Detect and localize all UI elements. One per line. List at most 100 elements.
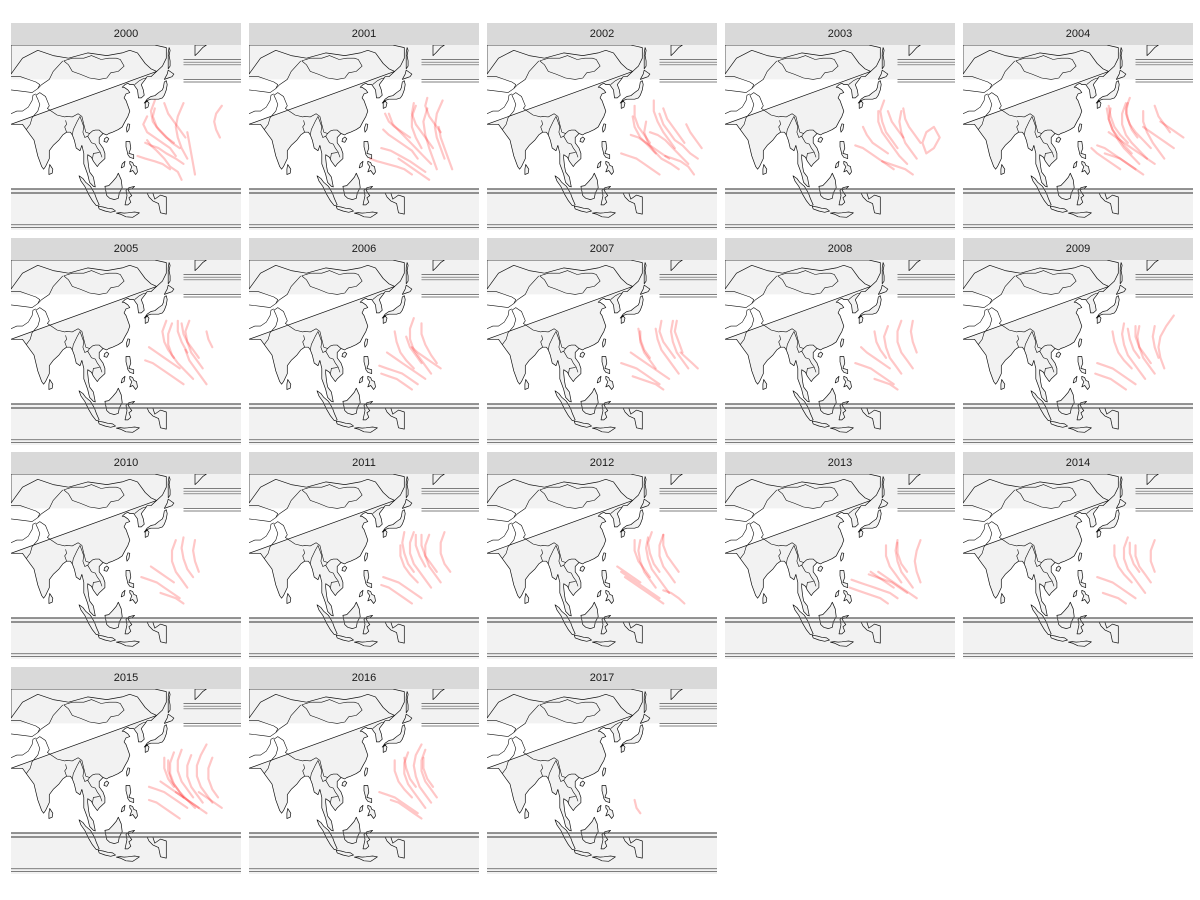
facet-panel-2001: 2001 xyxy=(249,23,479,230)
land-outline xyxy=(97,849,116,857)
typhoon-track-2008-6 xyxy=(873,377,899,391)
land-outline xyxy=(126,338,131,348)
country-border xyxy=(725,76,755,93)
typhoon-track-2000-8 xyxy=(149,99,175,144)
country-border xyxy=(35,92,104,134)
land-outline xyxy=(143,509,168,533)
land-outline xyxy=(11,260,167,290)
country-border xyxy=(548,760,557,779)
land-outline xyxy=(384,836,405,859)
typhoon-track-2012-6 xyxy=(623,576,665,605)
land-outline xyxy=(834,375,840,384)
land-outline xyxy=(762,593,768,604)
country-border xyxy=(989,275,1016,304)
facet-strip-label: 2017 xyxy=(487,667,717,689)
country-border xyxy=(302,120,305,133)
land-outline xyxy=(592,640,616,647)
land-outline xyxy=(167,476,171,499)
land-outline xyxy=(384,407,405,430)
country-border xyxy=(11,308,37,329)
country-border xyxy=(511,307,580,349)
facet-panel-2013: 2013 xyxy=(725,452,955,659)
country-border xyxy=(264,739,279,774)
country-border xyxy=(487,93,513,114)
land-outline xyxy=(103,565,110,572)
typhoon-track-2015-8 xyxy=(207,756,220,799)
country-border xyxy=(548,545,557,564)
land-outline xyxy=(316,175,338,207)
country-border xyxy=(963,308,989,329)
typhoon-track-2004-6 xyxy=(1103,152,1145,176)
typhoon-track-2000-4 xyxy=(151,107,181,150)
land-outline xyxy=(596,375,602,384)
typhoon-track-2003-3 xyxy=(898,110,918,160)
land-outline xyxy=(335,634,354,642)
country-border xyxy=(610,292,623,300)
typhoon-track-2016-2 xyxy=(403,751,427,809)
country-border xyxy=(801,136,817,158)
country-border xyxy=(35,521,104,563)
typhoon-track-2000-2 xyxy=(144,141,185,165)
land-outline xyxy=(11,500,158,617)
typhoon-track-2009-5 xyxy=(1111,330,1133,370)
typhoon-track-2010-2 xyxy=(170,539,189,589)
country-border xyxy=(1016,549,1019,562)
facet-panel-2009: 2009 xyxy=(963,238,1193,445)
typhoon-track-2013-4 xyxy=(877,570,918,600)
country-border xyxy=(1086,77,1099,85)
country-border xyxy=(1039,136,1055,158)
country-border xyxy=(310,760,319,779)
country-border xyxy=(502,739,517,774)
land-outline xyxy=(881,262,885,285)
country-border xyxy=(539,699,601,724)
map-panel xyxy=(487,474,717,659)
land-outline xyxy=(363,570,373,588)
land-outline xyxy=(144,100,150,109)
land-outline xyxy=(725,474,881,504)
land-outline xyxy=(1096,315,1102,324)
land-outline xyxy=(78,819,100,851)
typhoon-track-2013-7 xyxy=(848,586,889,605)
country-border xyxy=(487,308,513,329)
land-outline xyxy=(639,713,651,724)
country-border xyxy=(26,524,41,559)
land-outline xyxy=(120,589,126,598)
country-border xyxy=(1024,331,1033,350)
land-outline xyxy=(1115,498,1127,509)
land-outline xyxy=(384,621,405,644)
land-outline xyxy=(126,767,131,777)
facet-strip-label: 2004 xyxy=(963,23,1193,45)
land-outline xyxy=(524,593,530,604)
land-outline xyxy=(596,589,602,598)
country-border xyxy=(1016,335,1019,348)
typhoon-track-2007-5 xyxy=(639,330,657,370)
country-border xyxy=(302,764,305,777)
land-outline xyxy=(286,379,292,390)
land-outline xyxy=(354,640,378,647)
land-outline xyxy=(601,785,611,803)
land-outline xyxy=(1030,175,1052,207)
facet-panel-2007: 2007 xyxy=(487,238,717,445)
typhoon-track-2012-7 xyxy=(662,533,680,573)
typhoon-track-2010-1 xyxy=(140,576,181,600)
land-outline xyxy=(1078,338,1083,348)
typhoon-track-2001-1 xyxy=(380,147,427,173)
country-border xyxy=(372,77,385,85)
typhoon-track-2013-3 xyxy=(894,539,914,589)
land-outline xyxy=(341,565,348,572)
land-outline xyxy=(1078,552,1083,562)
land-outline xyxy=(1146,45,1159,56)
country-border xyxy=(72,760,81,779)
country-border xyxy=(1024,545,1033,564)
country-border xyxy=(87,780,103,802)
land-outline xyxy=(619,724,644,748)
land-outline xyxy=(643,262,647,285)
ocean-band xyxy=(487,618,717,659)
typhoon-track-2016-4 xyxy=(420,748,438,799)
facet-panel-2004: 2004 xyxy=(963,23,1193,230)
country-border xyxy=(1015,270,1077,295)
typhoon-track-2017-1 xyxy=(633,798,642,815)
facet-panel-2005: 2005 xyxy=(11,238,241,445)
map-panel xyxy=(249,474,479,659)
land-outline xyxy=(573,420,592,428)
